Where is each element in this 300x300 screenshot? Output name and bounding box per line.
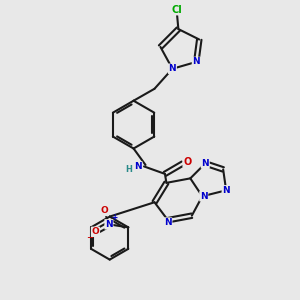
Text: −: − xyxy=(86,233,93,242)
Text: O: O xyxy=(183,157,191,167)
Text: O: O xyxy=(92,227,99,236)
Text: N: N xyxy=(134,162,142,171)
Text: H: H xyxy=(126,165,133,174)
Text: N: N xyxy=(164,218,172,227)
Text: N: N xyxy=(200,192,208,201)
Text: N: N xyxy=(222,186,230,195)
Text: +: + xyxy=(111,213,117,222)
Text: N: N xyxy=(169,64,176,73)
Text: N: N xyxy=(105,220,113,229)
Text: N: N xyxy=(201,159,209,168)
Text: O: O xyxy=(100,206,108,215)
Text: N: N xyxy=(193,57,200,66)
Text: Cl: Cl xyxy=(172,5,182,15)
